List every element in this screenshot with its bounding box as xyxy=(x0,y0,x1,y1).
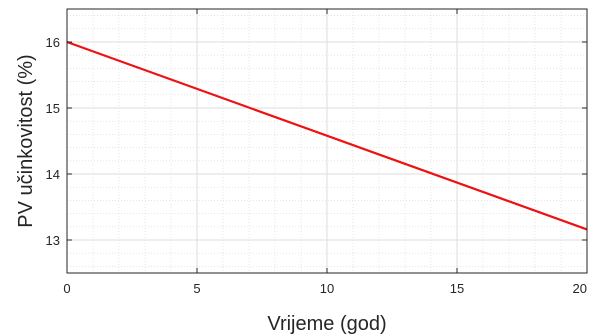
y-tick-label: 13 xyxy=(46,233,60,248)
minor-grid xyxy=(67,9,587,273)
y-tick-label: 14 xyxy=(46,167,60,182)
y-tick-label: 15 xyxy=(46,101,60,116)
y-tick-label: 16 xyxy=(46,35,60,50)
series-line xyxy=(66,40,588,231)
x-tick-label: 15 xyxy=(450,281,464,296)
x-axis-title: Vrijeme (god) xyxy=(267,313,386,335)
tick-marks xyxy=(66,9,588,273)
x-tick-label: 20 xyxy=(573,281,587,296)
x-tick-labels: 0 5 10 15 20 xyxy=(63,281,587,296)
x-tick-label: 10 xyxy=(320,281,334,296)
y-tick-labels: 13 14 15 16 xyxy=(46,35,60,248)
x-tick-label: 5 xyxy=(193,281,200,296)
x-tick-label: 0 xyxy=(63,281,70,296)
y-axis-title: PV učinkovitost (%) xyxy=(15,54,37,227)
series-layer xyxy=(66,40,588,231)
